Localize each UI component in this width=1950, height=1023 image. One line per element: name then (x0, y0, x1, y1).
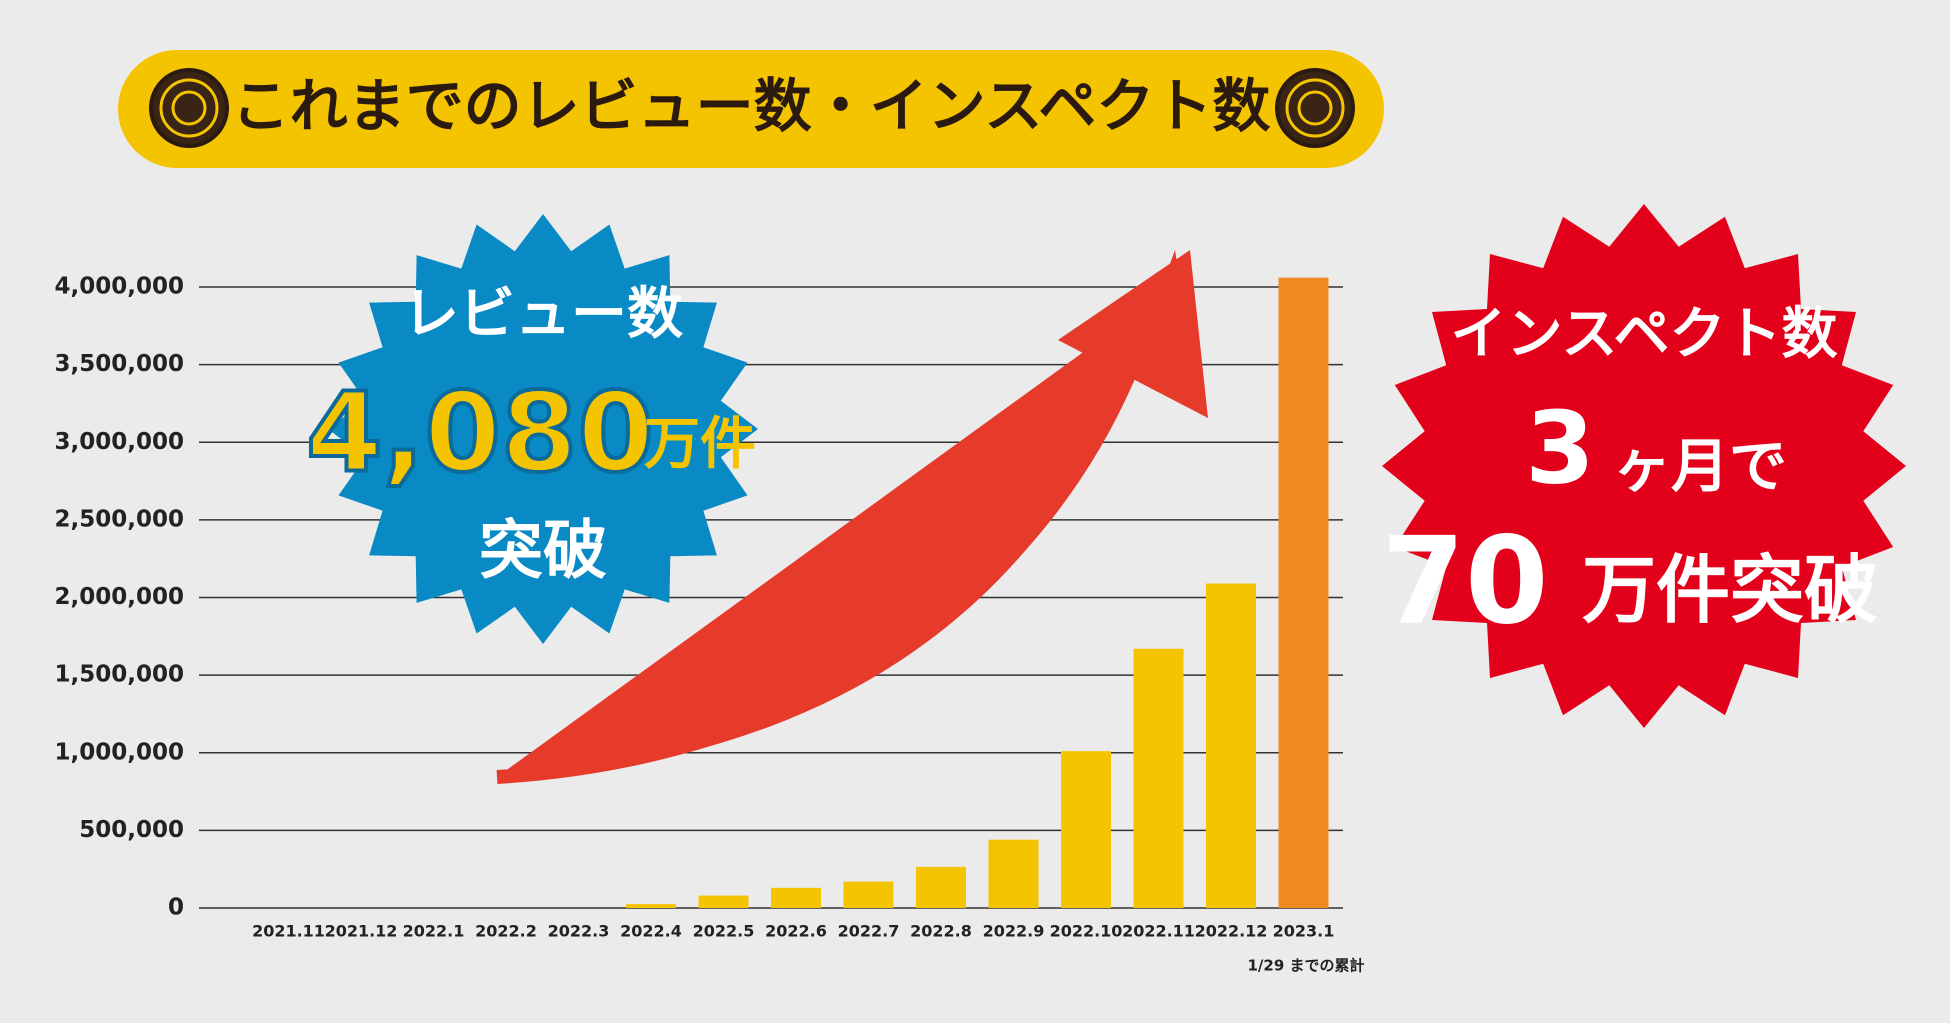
bar (1061, 751, 1111, 908)
y-tick-label: 2,500,000 (55, 506, 185, 532)
x-tick-label: 2022.6 (765, 922, 827, 941)
x-tick-label: 2022.8 (910, 922, 972, 941)
x-tick-label: 2022.10 (1050, 922, 1123, 941)
badge-text: 万件突破 (1582, 548, 1878, 634)
y-tick-label: 4,000,000 (55, 274, 185, 300)
badge-text: 突破 (479, 515, 607, 589)
trend-arrow-body (497, 250, 1200, 777)
x-tick-label: 2021.11 (252, 922, 325, 941)
badge-star (328, 214, 758, 644)
x-tick-label: 2022.5 (693, 922, 755, 941)
x-tick-label: 2022.9 (983, 922, 1045, 941)
icon (149, 68, 1355, 148)
y-tick-label: 500,000 (79, 817, 184, 843)
x-tick-label: 2022.12 (1195, 922, 1268, 941)
x-tick-label: 2022.3 (548, 922, 610, 941)
title-pill (118, 50, 1384, 168)
x-tick-label: 2023.1 (1273, 922, 1335, 941)
badge-text: ヶ月で (1613, 432, 1787, 500)
y-tick-label: 3,500,000 (55, 351, 185, 377)
x-tick-label: 2022.11 (1122, 922, 1195, 941)
y-tick-label: 1,000,000 (55, 739, 185, 765)
bar (771, 887, 821, 908)
note: 1/29 までの累計 (1247, 957, 1364, 975)
x-tick-label: 2022.1 (403, 922, 465, 941)
x-tick-label: 2021.12 (325, 922, 398, 941)
badge-text: インスペクト数 (1451, 302, 1838, 367)
x-tick-label: 2022.4 (620, 922, 682, 941)
bar (843, 881, 894, 908)
bar (1206, 583, 1256, 908)
y-tick-label: 3,000,000 (55, 429, 185, 455)
badge-number: 4,080 (306, 368, 654, 496)
bar (1278, 277, 1329, 908)
arrow-head (1058, 250, 1208, 418)
y-tick-label: 0 (168, 895, 184, 921)
badge-number: 70 (1382, 513, 1549, 652)
x-tick-label: 2022.7 (838, 922, 900, 941)
bar (916, 866, 966, 908)
y-tick-label: 2,000,000 (55, 584, 185, 610)
bar (626, 904, 676, 908)
bar (698, 895, 749, 908)
badge-text: レビュー数 (403, 282, 683, 347)
badge-star (1382, 204, 1906, 728)
badge-number: 3 (1525, 389, 1595, 506)
x-tick-label: 2022.2 (475, 922, 537, 941)
bar (988, 839, 1039, 908)
y-tick-label: 1,500,000 (55, 662, 185, 688)
chart-title: これまでのレビュー数・インスペクト数 (232, 72, 1271, 140)
badge-text: 万件 (644, 412, 756, 477)
bar (1133, 648, 1184, 908)
